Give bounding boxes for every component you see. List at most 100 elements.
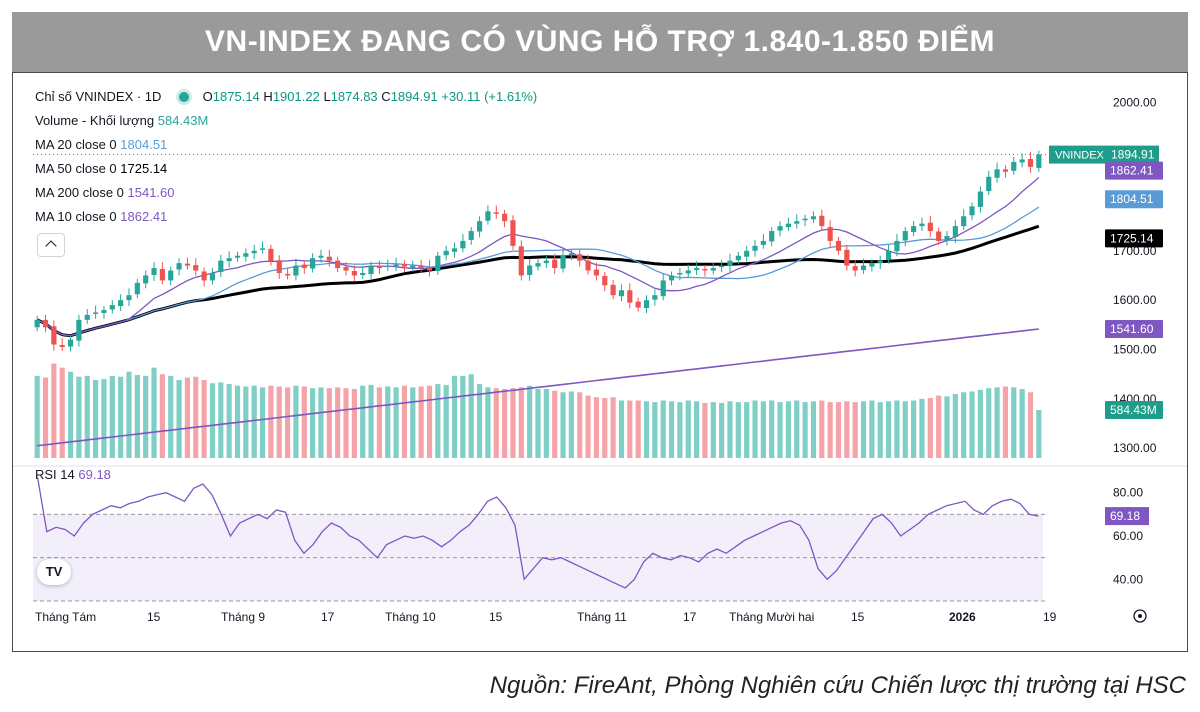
candle-body: [410, 265, 416, 268]
candle-body: [435, 255, 441, 272]
symbol-label[interactable]: Chỉ số VNINDEX · 1D: [35, 89, 162, 104]
candle-body: [635, 301, 641, 308]
volume-bar: [902, 401, 908, 458]
legend-ma20[interactable]: MA 20 close 0 1804.51: [35, 137, 167, 152]
candle-body: [310, 258, 316, 269]
volume-bar: [885, 401, 892, 458]
candle-body: [193, 265, 199, 271]
volume-legend-label: Volume - Khối lượng: [35, 113, 155, 128]
candle-body: [301, 264, 307, 269]
volume-bar: [126, 371, 132, 458]
candle-body: [184, 263, 191, 266]
candle-body: [251, 250, 257, 254]
volume-bar: [426, 385, 433, 458]
ohlc-close-value: 1894.91: [390, 89, 438, 104]
candle-body: [577, 254, 583, 261]
volume-bar: [618, 400, 625, 458]
volume-bar: [852, 402, 858, 458]
volume-bar: [785, 401, 792, 458]
candle-body: [443, 250, 449, 256]
candle-body: [243, 253, 249, 257]
legend-volume[interactable]: Volume - Khối lượng 584.43M: [35, 113, 208, 128]
volume-bar: [585, 395, 591, 458]
legend-ma10[interactable]: MA 10 close 0 1862.41: [35, 209, 167, 224]
candle-body: [827, 227, 833, 241]
volume-bar: [118, 376, 124, 458]
rsi-tag-bg: [1105, 507, 1149, 526]
volume-bar: [510, 388, 516, 458]
candle-body: [885, 250, 892, 260]
volume-bar: [844, 401, 850, 458]
volume-bar: [435, 384, 441, 458]
candle-body: [276, 260, 282, 273]
candle-body: [902, 231, 908, 241]
rsi-axis-tick: 80.00: [1113, 486, 1143, 500]
price-tag-bg: [1105, 145, 1159, 164]
candle-body: [67, 339, 74, 347]
volume-bar: [969, 391, 975, 458]
volume-bar: [393, 387, 399, 458]
price-tag-value: 1541.60: [1110, 322, 1154, 336]
volume-bar: [326, 388, 332, 458]
volume-bar: [259, 387, 266, 458]
candle-body: [485, 211, 491, 221]
candle-body: [460, 240, 466, 249]
candle-body: [1036, 154, 1042, 168]
legend-rsi[interactable]: RSI 14 69.18: [35, 467, 111, 482]
candle-body: [159, 269, 165, 281]
candle-body: [568, 253, 574, 256]
tradingview-logo[interactable]: TV: [37, 559, 71, 585]
rsi-legend-label: RSI 14: [35, 467, 75, 482]
price-tag-bg: [1105, 319, 1163, 338]
volume-bar: [702, 402, 708, 458]
collapse-legend-button[interactable]: [37, 233, 65, 257]
volume-bar: [318, 387, 324, 458]
volume-bar: [493, 388, 499, 458]
volume-bar: [961, 392, 967, 458]
time-axis-tick: Tháng 10: [385, 610, 436, 624]
candle-body: [602, 275, 608, 286]
volume-bar: [201, 379, 207, 458]
candle-body: [610, 284, 616, 296]
chevron-up-icon: [45, 240, 57, 252]
volume-bar: [994, 387, 1000, 458]
ohlc-high-value: 1901.22: [272, 89, 320, 104]
volume-bar: [568, 391, 574, 458]
legend-ma50[interactable]: MA 50 close 0 1725.14: [35, 161, 167, 176]
ma10-legend-label: MA 10 close 0: [35, 209, 117, 224]
candle-body: [393, 264, 399, 267]
candlestick-chart[interactable]: 2000.001700.001600.001500.001400.001300.…: [13, 73, 1187, 651]
candle-body: [869, 263, 875, 267]
candle-body: [810, 216, 817, 220]
volume-bar: [351, 389, 357, 458]
legend-ma200[interactable]: MA 200 close 0 1541.60: [35, 185, 175, 200]
candle-body: [593, 269, 600, 276]
candle-body: [844, 249, 850, 266]
price-axis-tick: 1600.00: [1113, 293, 1157, 307]
time-axis-tick: 15: [489, 610, 503, 624]
price-axis-tick: 2000.00: [1113, 96, 1157, 110]
price-axis-tick: 1500.00: [1113, 342, 1157, 356]
volume-bar: [410, 387, 416, 458]
candle-body: [677, 273, 683, 275]
candle-body: [476, 221, 483, 232]
volume-bar: [694, 401, 700, 458]
price-tag-bg: [1105, 229, 1163, 248]
candle-body: [1011, 161, 1017, 171]
rsi-line: [36, 477, 1039, 589]
price-tag-value: 1725.14: [1110, 231, 1154, 245]
volume-bar: [93, 379, 99, 458]
candle-body: [376, 265, 382, 269]
volume-bar: [860, 401, 867, 458]
ma20-line: [36, 206, 1040, 337]
candle-body: [785, 223, 792, 228]
volume-bar: [643, 401, 650, 458]
volume-bar: [276, 386, 282, 458]
price-tag-value: 584.43M: [1110, 403, 1157, 417]
settings-gear-icon[interactable]: [1133, 609, 1147, 623]
volume-bar: [51, 363, 57, 458]
rsi-axis-tick: 60.00: [1113, 529, 1143, 543]
volume-bar: [34, 375, 40, 458]
volume-bar: [769, 400, 775, 458]
volume-bar: [610, 397, 616, 458]
